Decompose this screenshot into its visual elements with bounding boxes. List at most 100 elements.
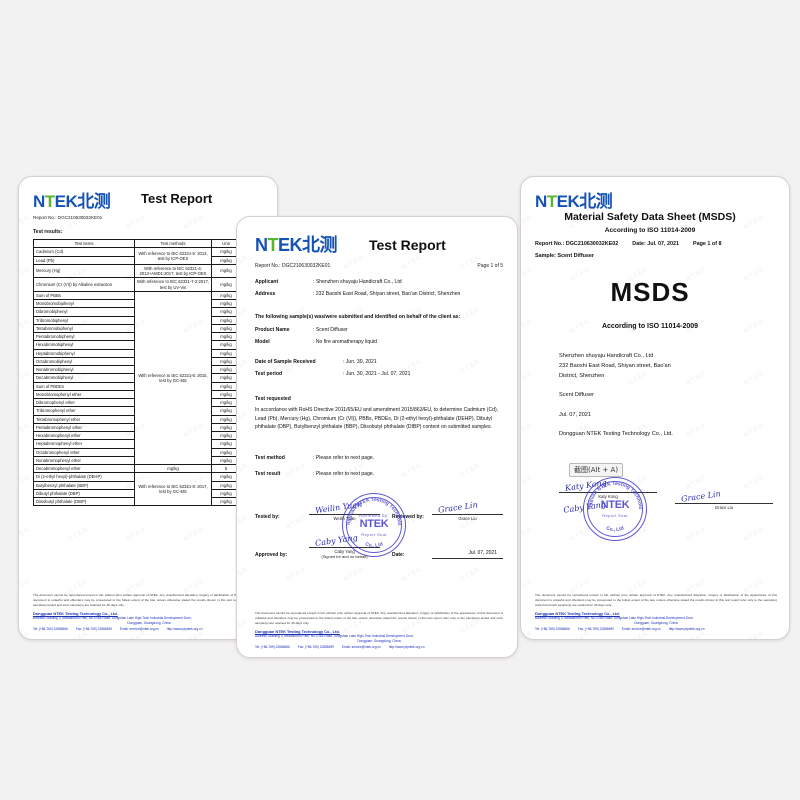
msds-heading: Material Safety Data Sheet (MSDS) [564,211,736,223]
logo-letters-ek: EK [556,192,580,211]
msds-body-line [559,381,773,391]
logo-letters-ek: EK [278,235,303,255]
field-key: Address [255,291,276,297]
col-test-methods: Test methods [134,238,212,249]
msds-signature-right-script: Grace Lin [680,489,722,504]
footer-disclaimer: The document cannot be reproduced except… [535,593,777,607]
field-value: : Scent Diffuser [313,327,348,333]
msds-report-number: Report No.: DGC210630032KE02 [535,241,619,247]
cell-test-item: Chromium (Cr (VI)) by Alkaline extractio… [33,277,135,292]
cell-test-item: Monobromobiphenyl [33,298,135,309]
cell-test-item: Decabromophenyl ether [33,463,135,474]
msds-body-line: Jul. 07, 2021 [559,411,592,418]
cell-test-item: Dibromophenyl ether [33,397,135,408]
approved-by-label: Approved by: [255,552,288,558]
field-row: Test period: Jun. 30, 2021 - Jul. 07, 20… [255,371,503,377]
footer-disclaimer: The document cannot be reproduced except… [255,611,503,625]
cell-test-item: Tribromobiphenyl [33,315,135,325]
msds-body-line: Dongguan NTEK Testing Technology Co., Lt… [559,431,673,438]
cell-test-method: With reference to IEC 62321-6: 2015, tes… [134,290,212,466]
footer-email[interactable]: Email: service@ntek.org.cn [119,627,159,631]
snip-tool-badge[interactable]: 截图(Alt + A) [569,463,624,477]
cell-test-method: With reference to IEC 62321-8: 2017, tes… [134,472,212,507]
ntek-logo: NTEK北测 [33,187,111,212]
cell-test-item: Tribromophenyl ether [33,406,135,416]
page-title: Test Report [369,237,446,253]
approved-by-script: Caby Yang [314,533,359,548]
logo-letter-n: N [255,235,268,255]
report-number: Report No.: DGC210630032KE01 [255,263,331,269]
applicant-fields: Applicant : Shenzhen shuyaju Handicraft C… [255,279,503,303]
document-card-msds[interactable]: NTEK NTEK NTEK NTEK NTEK NTEK NTEK NTEK NTEK NTEK… [520,176,790,640]
msds-body-line: Scent Diffuser [559,392,595,399]
page-title: Test Report [141,191,213,206]
reviewed-by-name: Grace Liu [458,516,477,521]
test-method-value: : Please refer to next page. [313,455,375,461]
footer-address-2: Dongguan, Guangdong, China [127,621,171,626]
cell-test-item: Monobromophenyl ether [33,389,135,400]
footer-address: Address: Building 3, Minsaiborun Park, N… [33,616,192,621]
cell-test-item: Sum of PBDEs [33,381,135,391]
logo-letter-t: T [267,235,279,255]
footer-http[interactable]: http://www.ptpntek.org.cn [668,627,705,631]
footer-tel: Tel: (+86-769) 22886666 [33,627,68,631]
footer-email[interactable]: Email: service@ntek.org.cn [341,645,381,649]
footer-company[interactable]: Dongguan NTEK Testing Technology Co., Lt… [255,629,340,635]
test-requested-body: In accordance with RoHS Directive 2011/6… [255,407,499,431]
field-row: Address : 232 Baoshi East Road, Shiyan st… [255,291,503,297]
test-results-label: Test results: [33,229,63,235]
reviewed-by-label: Reviewed by: [392,514,424,520]
table-row: Sum of PBBs With reference to IEC 62321-6… [33,290,277,466]
footer-address: Address: Building 3, Minsaiborun Park, N… [535,616,694,621]
report-number: Report No.: DGC210630032KE01 [33,215,103,220]
footer-company[interactable]: Dongguan NTEK Testing Technology Co., Lt… [535,611,620,617]
field-value: : No fire aromatherapy liquid [313,339,377,345]
document-footer: The document cannot be reproduced except… [255,611,503,649]
cell-test-item: Dibromobiphenyl [33,307,135,317]
col-test-items: Test items [33,238,135,249]
footer-email[interactable]: Email: service@ntek.org.cn [621,627,661,631]
cell-test-item: Cadmium (Cd) [33,247,135,257]
logo-letter-t: T [546,192,557,211]
document-card-test-report-cover[interactable]: NTEK NTEK NTEK NTEK NTEK NTEK NTEK NTEK NTEK NTEK… [236,216,518,658]
msds-body-line [559,420,773,430]
field-key: Applicant [255,279,279,285]
msds-signature-right: Grace Lin Grace Liu [675,488,773,510]
field-row: Product Name : Scent Diffuser [255,327,503,333]
test-method-label: Test method [255,455,285,461]
logo-chinese: 北测 [579,192,613,211]
logo-letter-t: T [44,192,55,211]
cell-test-item: Hexabromophenyl ether [33,430,135,441]
date-label: Date: [392,552,405,558]
cell-test-item: Octabromobiphenyl [33,356,135,367]
cell-test-item: Pentabromophenyl ether [33,422,135,433]
test-result-value: : Please refer to next page. [313,471,375,477]
footer-tel: Tel: (+86-769) 22886666 [255,645,290,649]
svg-text:Co., Ltd: Co., Ltd [605,525,625,533]
field-key: Model [255,339,270,345]
field-key: Product Name [255,327,290,333]
footer-company[interactable]: Dongguan NTEK Testing Technology Co., Lt… [33,611,118,617]
field-value: : 232 Baoshi East Road, Shiyan street, B… [313,291,461,297]
footer-http[interactable]: http://www.ptpntek.org.cn [388,645,425,649]
table-row: Mercury (Hg) With reference to IEC 62321-… [33,263,277,279]
cell-test-item: Pentabromobiphenyl [33,331,135,342]
footer-fax: Fax: (+86-769) 22886699 [75,627,112,631]
footer-http[interactable]: http://www.ptpntek.org.cn [166,627,203,631]
cell-test-method: With reference to IEC 62321-7-2:2017, te… [134,277,212,292]
field-value: : Shenzhen shuyaju Handicraft Co., Ltd [313,279,402,285]
tested-by-script: Weilin Yuan [314,499,363,516]
cell-test-item: Decabromobiphenyl [33,373,135,383]
tested-by-name: Weilin Yuan [333,516,356,521]
msds-body-line: Shenzhen shuyaju Handicraft Co., Ltd [559,353,654,359]
field-row: Model : No fire aromatherapy liquid [255,339,503,345]
logo-letter-n: N [33,192,45,211]
cell-test-item: Tetrabromophenyl ether [33,414,135,424]
cell-test-item: Heptabromophenyl ether [33,439,135,449]
document-footer: The document cannot be reproduced except… [535,593,777,631]
logo-letter-n: N [535,192,547,211]
footer-fax: Fax: (+86-769) 22886699 [297,645,334,649]
cell-test-item: Dibutyl phthalate (DBP) [33,488,135,499]
cell-test-item: Octabromophenyl ether [33,447,135,457]
logo-chinese: 北测 [302,235,338,255]
